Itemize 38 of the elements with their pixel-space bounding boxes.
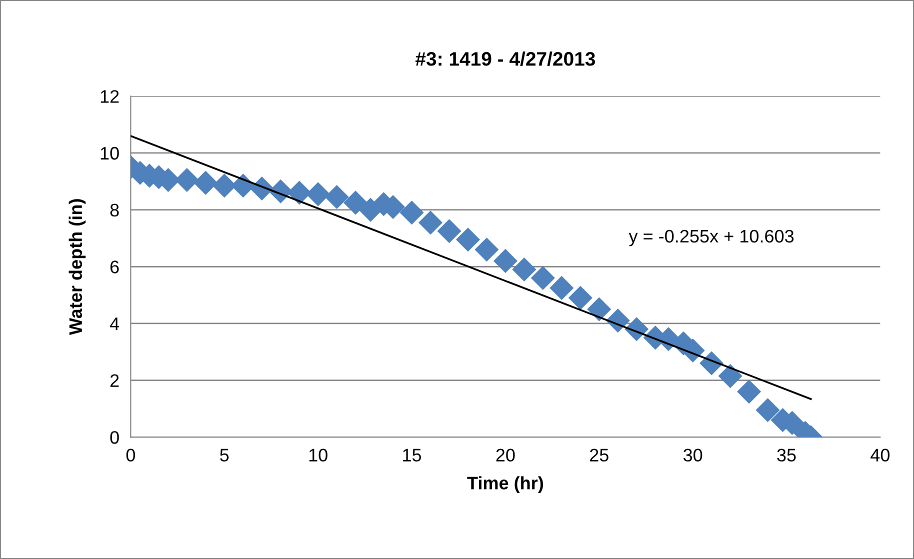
- x-tick-label: 15: [403, 448, 422, 462]
- x-tick-label: 20: [496, 448, 515, 462]
- point: [324, 184, 349, 210]
- x-tick-label: 10: [309, 448, 328, 462]
- annotation: y = -0.255x + 10.603: [628, 230, 794, 246]
- point: [736, 380, 762, 404]
- y-tick-label: 2: [110, 374, 119, 387]
- y-tick-label: 8: [110, 204, 119, 217]
- point: [400, 200, 424, 225]
- point: [530, 266, 555, 290]
- y-tick-label: 4: [110, 318, 120, 330]
- point: [756, 398, 780, 422]
- point: [418, 210, 443, 235]
- point: [718, 364, 742, 388]
- point: [456, 228, 480, 252]
- point: [344, 190, 368, 215]
- point: [587, 297, 612, 322]
- point: [194, 170, 218, 195]
- y-tick-label: 6: [110, 260, 119, 274]
- point: [493, 248, 518, 273]
- x-tick-label: 0: [126, 448, 136, 462]
- point: [474, 238, 499, 262]
- x-tick-label: 30: [683, 448, 702, 462]
- x-axis-title: Time (hr): [467, 476, 544, 494]
- x-tick-label: 40: [870, 448, 890, 462]
- y-axis-title: Water depth (in): [68, 199, 86, 335]
- x-tick-label: 35: [777, 448, 796, 462]
- y-tick-label: 12: [100, 90, 119, 103]
- point: [306, 182, 330, 206]
- x-tick-label: 5: [220, 448, 229, 462]
- x-tick-label: 25: [590, 448, 608, 462]
- point: [568, 286, 592, 310]
- y-tick-label: 10: [100, 146, 119, 160]
- chart-title: #3: 1419 - 4/27/2013: [416, 52, 596, 66]
- point: [550, 276, 574, 300]
- point: [512, 257, 536, 282]
- point: [437, 219, 462, 244]
- y-tick-label: 0: [110, 431, 119, 444]
